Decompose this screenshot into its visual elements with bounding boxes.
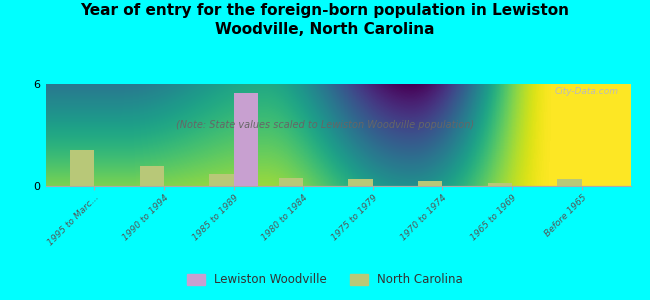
Legend: Lewiston Woodville, North Carolina: Lewiston Woodville, North Carolina (182, 269, 468, 291)
Bar (233, 92, 258, 186)
Text: Year of entry for the foreign-born population in Lewiston
Woodville, North Carol: Year of entry for the foreign-born popul… (81, 3, 569, 37)
Bar (279, 178, 303, 186)
Bar (70, 150, 94, 186)
Bar (348, 179, 373, 186)
Bar (209, 174, 233, 186)
Bar (418, 181, 443, 186)
Bar (488, 183, 512, 186)
Text: City-Data.com: City-Data.com (555, 87, 619, 96)
Text: (Note: State values scaled to Lewiston Woodville population): (Note: State values scaled to Lewiston W… (176, 120, 474, 130)
Bar (558, 179, 582, 186)
Bar (140, 166, 164, 186)
